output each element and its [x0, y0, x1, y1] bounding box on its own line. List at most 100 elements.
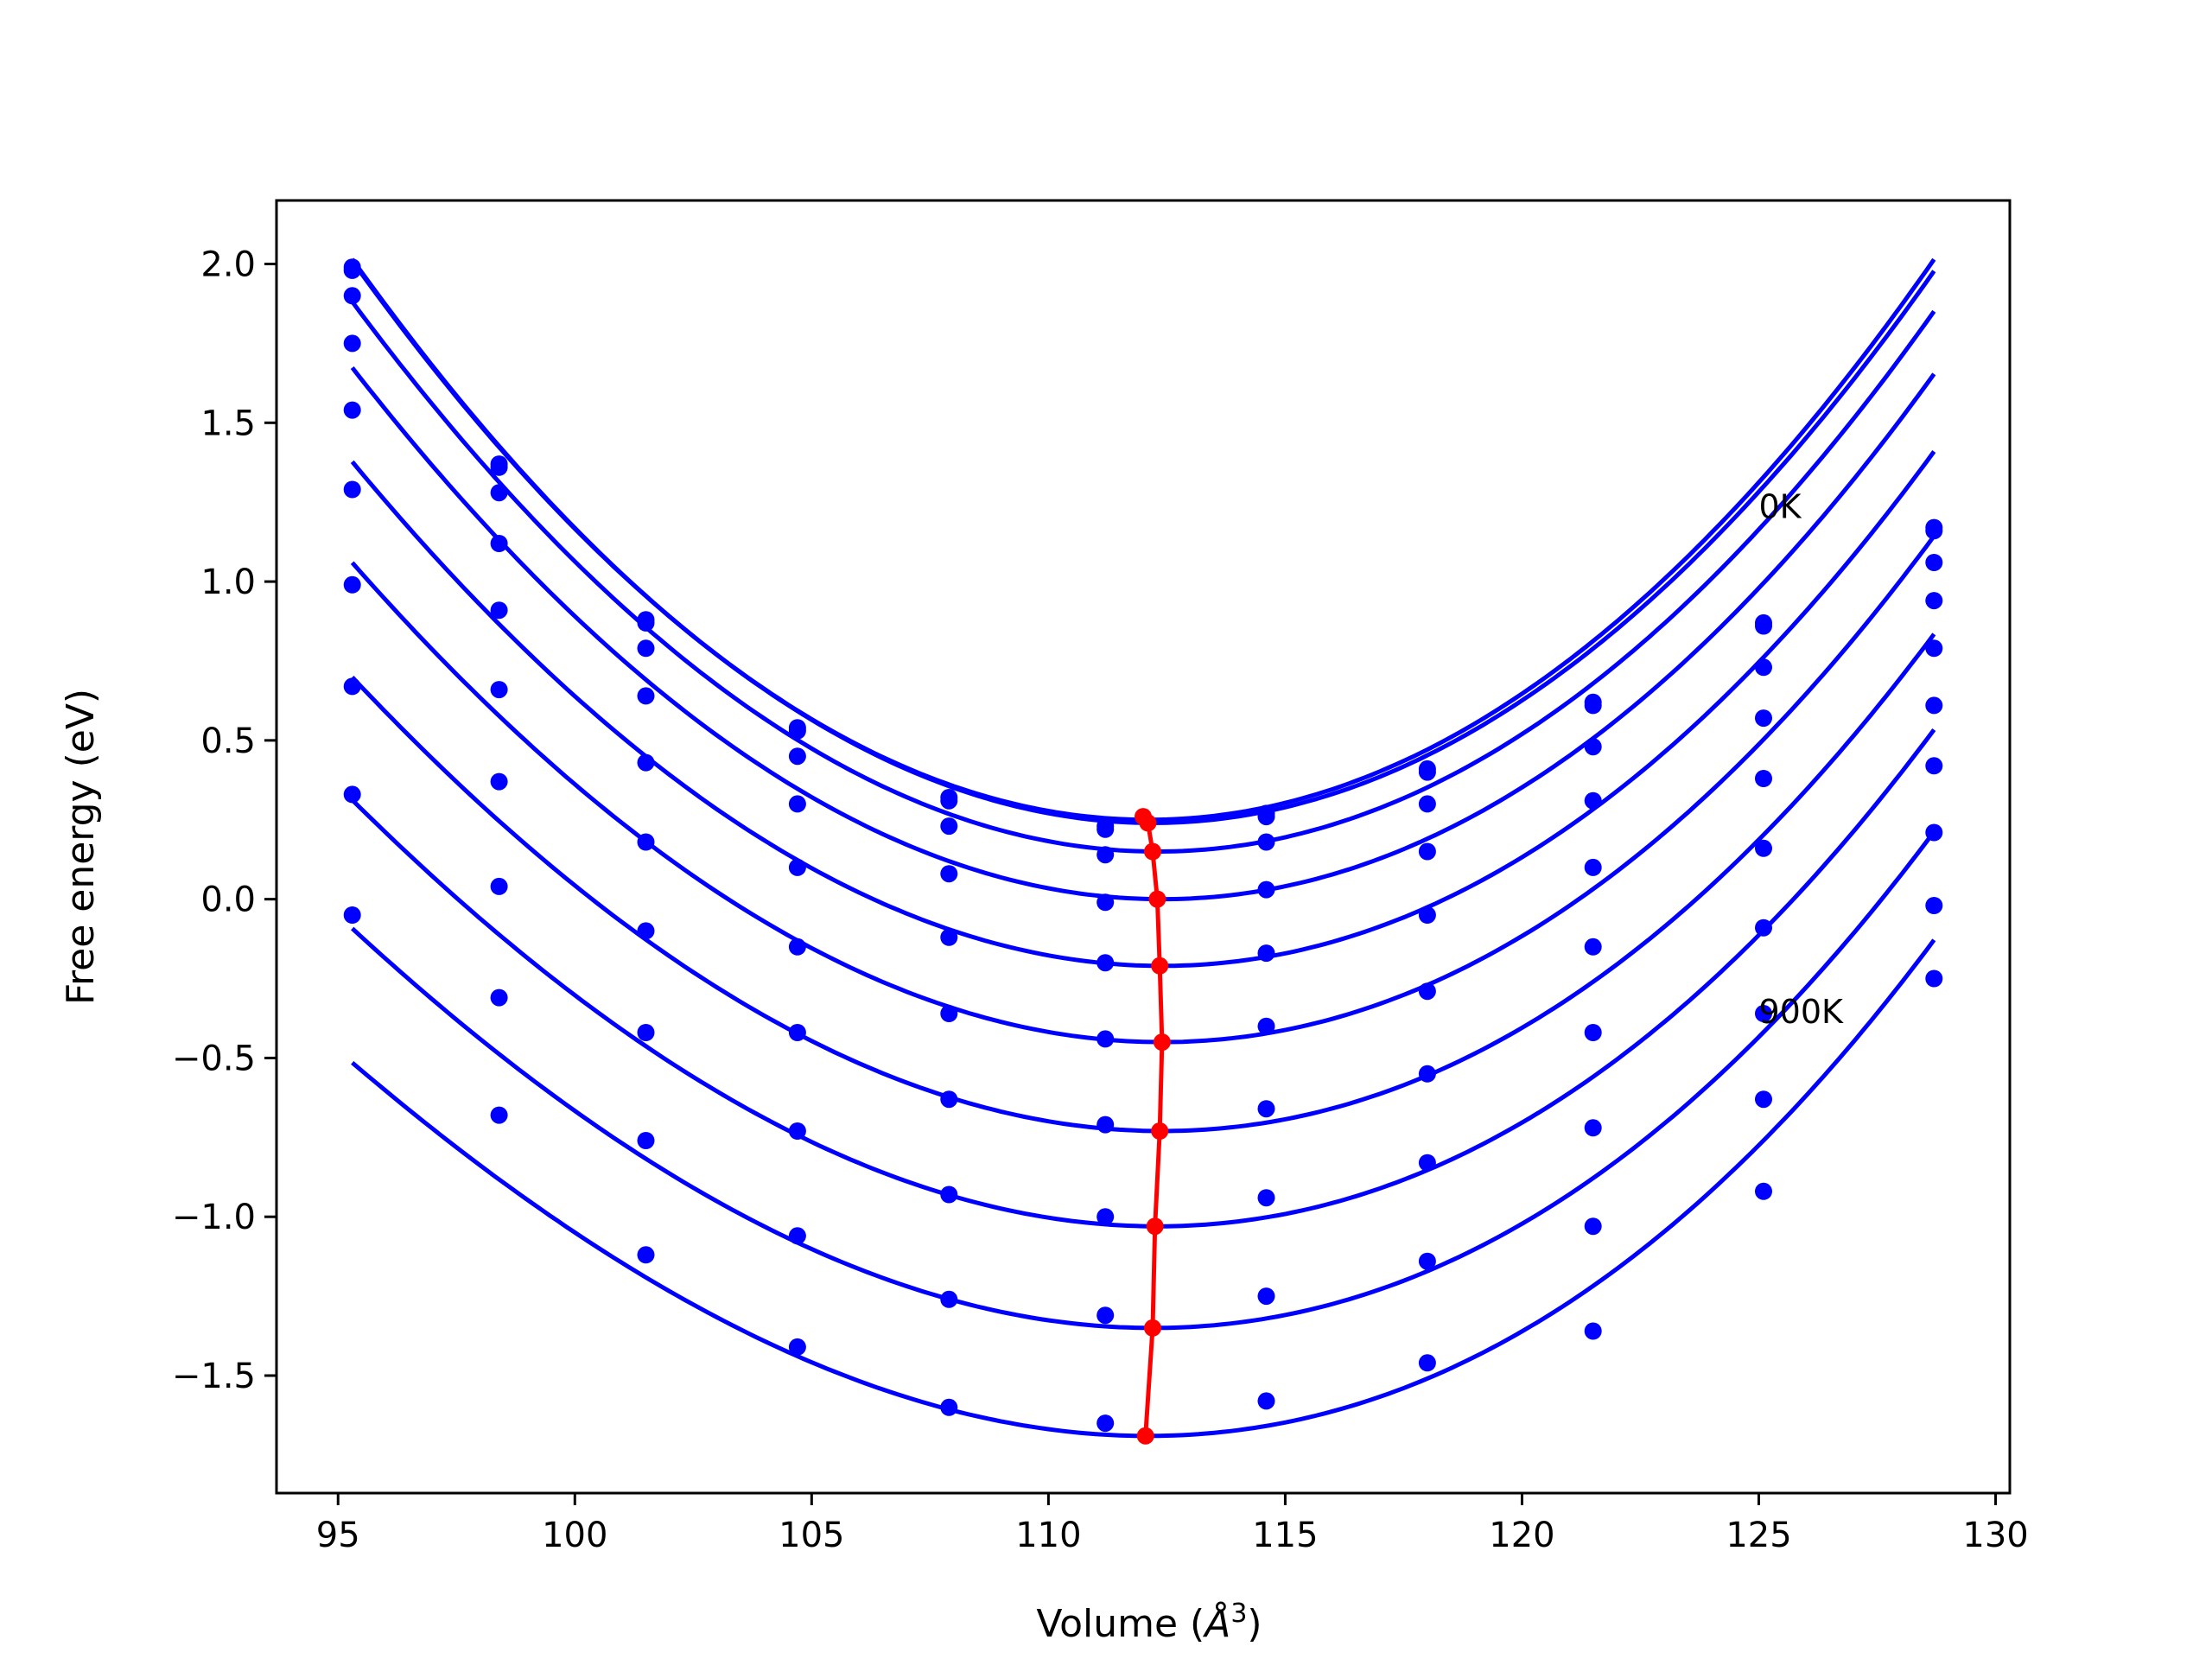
y-axis-ticks: 2.0 1.5 1.0 0.5 0.0 −0.5 −1.0 −1.5 — [172, 245, 276, 1396]
fit-curve-2 — [350, 300, 1936, 854]
data-point-8-8 — [1584, 1217, 1602, 1236]
data-point-1-5 — [1096, 820, 1115, 838]
y-tick-label-4: 0.0 — [200, 880, 256, 920]
data-point-1-0 — [343, 261, 361, 279]
data-point-1-8 — [1584, 696, 1602, 715]
y-tick-label-6: −1.0 — [172, 1198, 256, 1237]
fit-curve-3 — [350, 365, 1936, 902]
data-point-6-2 — [637, 922, 655, 940]
data-point-7-8 — [1584, 1119, 1602, 1137]
data-point-8-3 — [788, 1227, 806, 1245]
data-point-3-9 — [1755, 709, 1772, 728]
data-point-8-0 — [343, 785, 361, 804]
data-point-9-6 — [1257, 1392, 1275, 1410]
x-tick-label-100: 100 — [542, 1516, 607, 1555]
data-point-7-6 — [1257, 1189, 1275, 1207]
data-point-9-8 — [1584, 1322, 1602, 1340]
x-tick-label-115: 115 — [1252, 1516, 1318, 1555]
y-tick-label-1: 1.5 — [200, 404, 256, 443]
data-point-4-0 — [343, 401, 361, 419]
data-point-2-8 — [1584, 738, 1602, 756]
data-point-7-2 — [637, 1024, 655, 1041]
data-point-9-4 — [940, 1398, 958, 1416]
data-point-7-7 — [1418, 1154, 1436, 1172]
data-point-4-3 — [788, 858, 806, 876]
data-point-4-2 — [637, 753, 655, 772]
data-point-7-4 — [940, 1185, 958, 1204]
data-point-8-7 — [1418, 1252, 1436, 1270]
data-point-2-5 — [1096, 846, 1115, 864]
fit-curve-5 — [350, 534, 1936, 1045]
data-point-1-9 — [1755, 617, 1772, 635]
fit-curve-8 — [351, 830, 1936, 1331]
x-tick-label-95: 95 — [316, 1516, 360, 1555]
data-point-7-9 — [1755, 1005, 1772, 1022]
data-point-2-4 — [940, 817, 958, 836]
annotations: 0K 900K — [1759, 488, 1845, 1031]
data-point-8-9 — [1755, 1090, 1772, 1109]
data-point-5-0 — [343, 480, 361, 499]
data-point-4-8 — [1584, 858, 1602, 876]
data-point-5-1 — [490, 681, 508, 699]
data-point-5-6 — [1257, 1017, 1275, 1035]
data-point-6-9 — [1755, 918, 1772, 937]
data-point-9-7 — [1418, 1354, 1436, 1372]
y-tick-label-7: −1.5 — [172, 1357, 256, 1396]
data-point-6-5 — [1096, 1116, 1115, 1134]
minimum-point-8 — [1144, 1319, 1161, 1337]
data-point-3-4 — [940, 865, 958, 883]
data-point-3-1 — [490, 535, 508, 552]
data-point-2-6 — [1257, 833, 1275, 851]
data-point-6-1 — [490, 772, 508, 791]
data-point-4-6 — [1257, 944, 1275, 963]
minimum-point-9 — [1136, 1427, 1154, 1445]
y-tick-label-2: 1.0 — [200, 563, 256, 602]
data-point-8-1 — [490, 988, 508, 1007]
data-point-1-2 — [637, 613, 655, 632]
data-point-6-4 — [940, 1090, 958, 1109]
data-point-4-4 — [940, 928, 958, 946]
data-point-3-5 — [1096, 893, 1115, 912]
data-point-8-5 — [1096, 1306, 1115, 1325]
data-point-9-0 — [343, 906, 361, 924]
data-point-3-2 — [637, 687, 655, 705]
data-point-1-3 — [788, 721, 806, 740]
data-point-8-2 — [637, 1132, 655, 1149]
y-tick-label-0: 2.0 — [200, 245, 256, 285]
data-point-5-9 — [1755, 839, 1772, 857]
x-tick-label-125: 125 — [1726, 1516, 1791, 1555]
data-point-2-7 — [1418, 795, 1436, 813]
data-point-9-3 — [788, 1338, 806, 1356]
data-point-7-0 — [343, 677, 361, 696]
data-point-9-1 — [490, 1106, 508, 1124]
data-point-3-6 — [1257, 880, 1275, 899]
data-point-5-3 — [788, 938, 806, 956]
data-point-4-9 — [1755, 770, 1772, 787]
data-point-3-8 — [1584, 791, 1602, 810]
minimum-point-7 — [1146, 1217, 1164, 1236]
data-point-1-1 — [490, 458, 508, 476]
data-point-9-2 — [637, 1246, 655, 1264]
minimum-point-3 — [1148, 890, 1166, 908]
data-point-5-5 — [1096, 1030, 1115, 1048]
minimum-point-6 — [1151, 1122, 1169, 1140]
data-point-8-4 — [940, 1290, 958, 1308]
minima-line — [1135, 808, 1171, 1445]
data-point-4-10 — [1925, 639, 1943, 658]
data-point-3-0 — [343, 334, 361, 353]
data-point-2-10 — [1925, 554, 1943, 571]
fit-curve-6 — [350, 632, 1936, 1134]
data-point-6-3 — [788, 1024, 806, 1041]
y-tick-label-5: −0.5 — [172, 1039, 256, 1078]
data-point-7-1 — [490, 877, 508, 895]
fit-curve-7 — [350, 728, 1936, 1229]
data-point-7-10 — [1925, 823, 1943, 842]
data-point-5-4 — [940, 1005, 958, 1022]
data-point-5-10 — [1925, 696, 1943, 715]
data-points — [343, 258, 1943, 1433]
data-point-2-0 — [343, 287, 361, 305]
data-point-1-10 — [1925, 522, 1943, 540]
data-point-6-8 — [1584, 1024, 1602, 1041]
data-point-3-3 — [788, 795, 806, 813]
